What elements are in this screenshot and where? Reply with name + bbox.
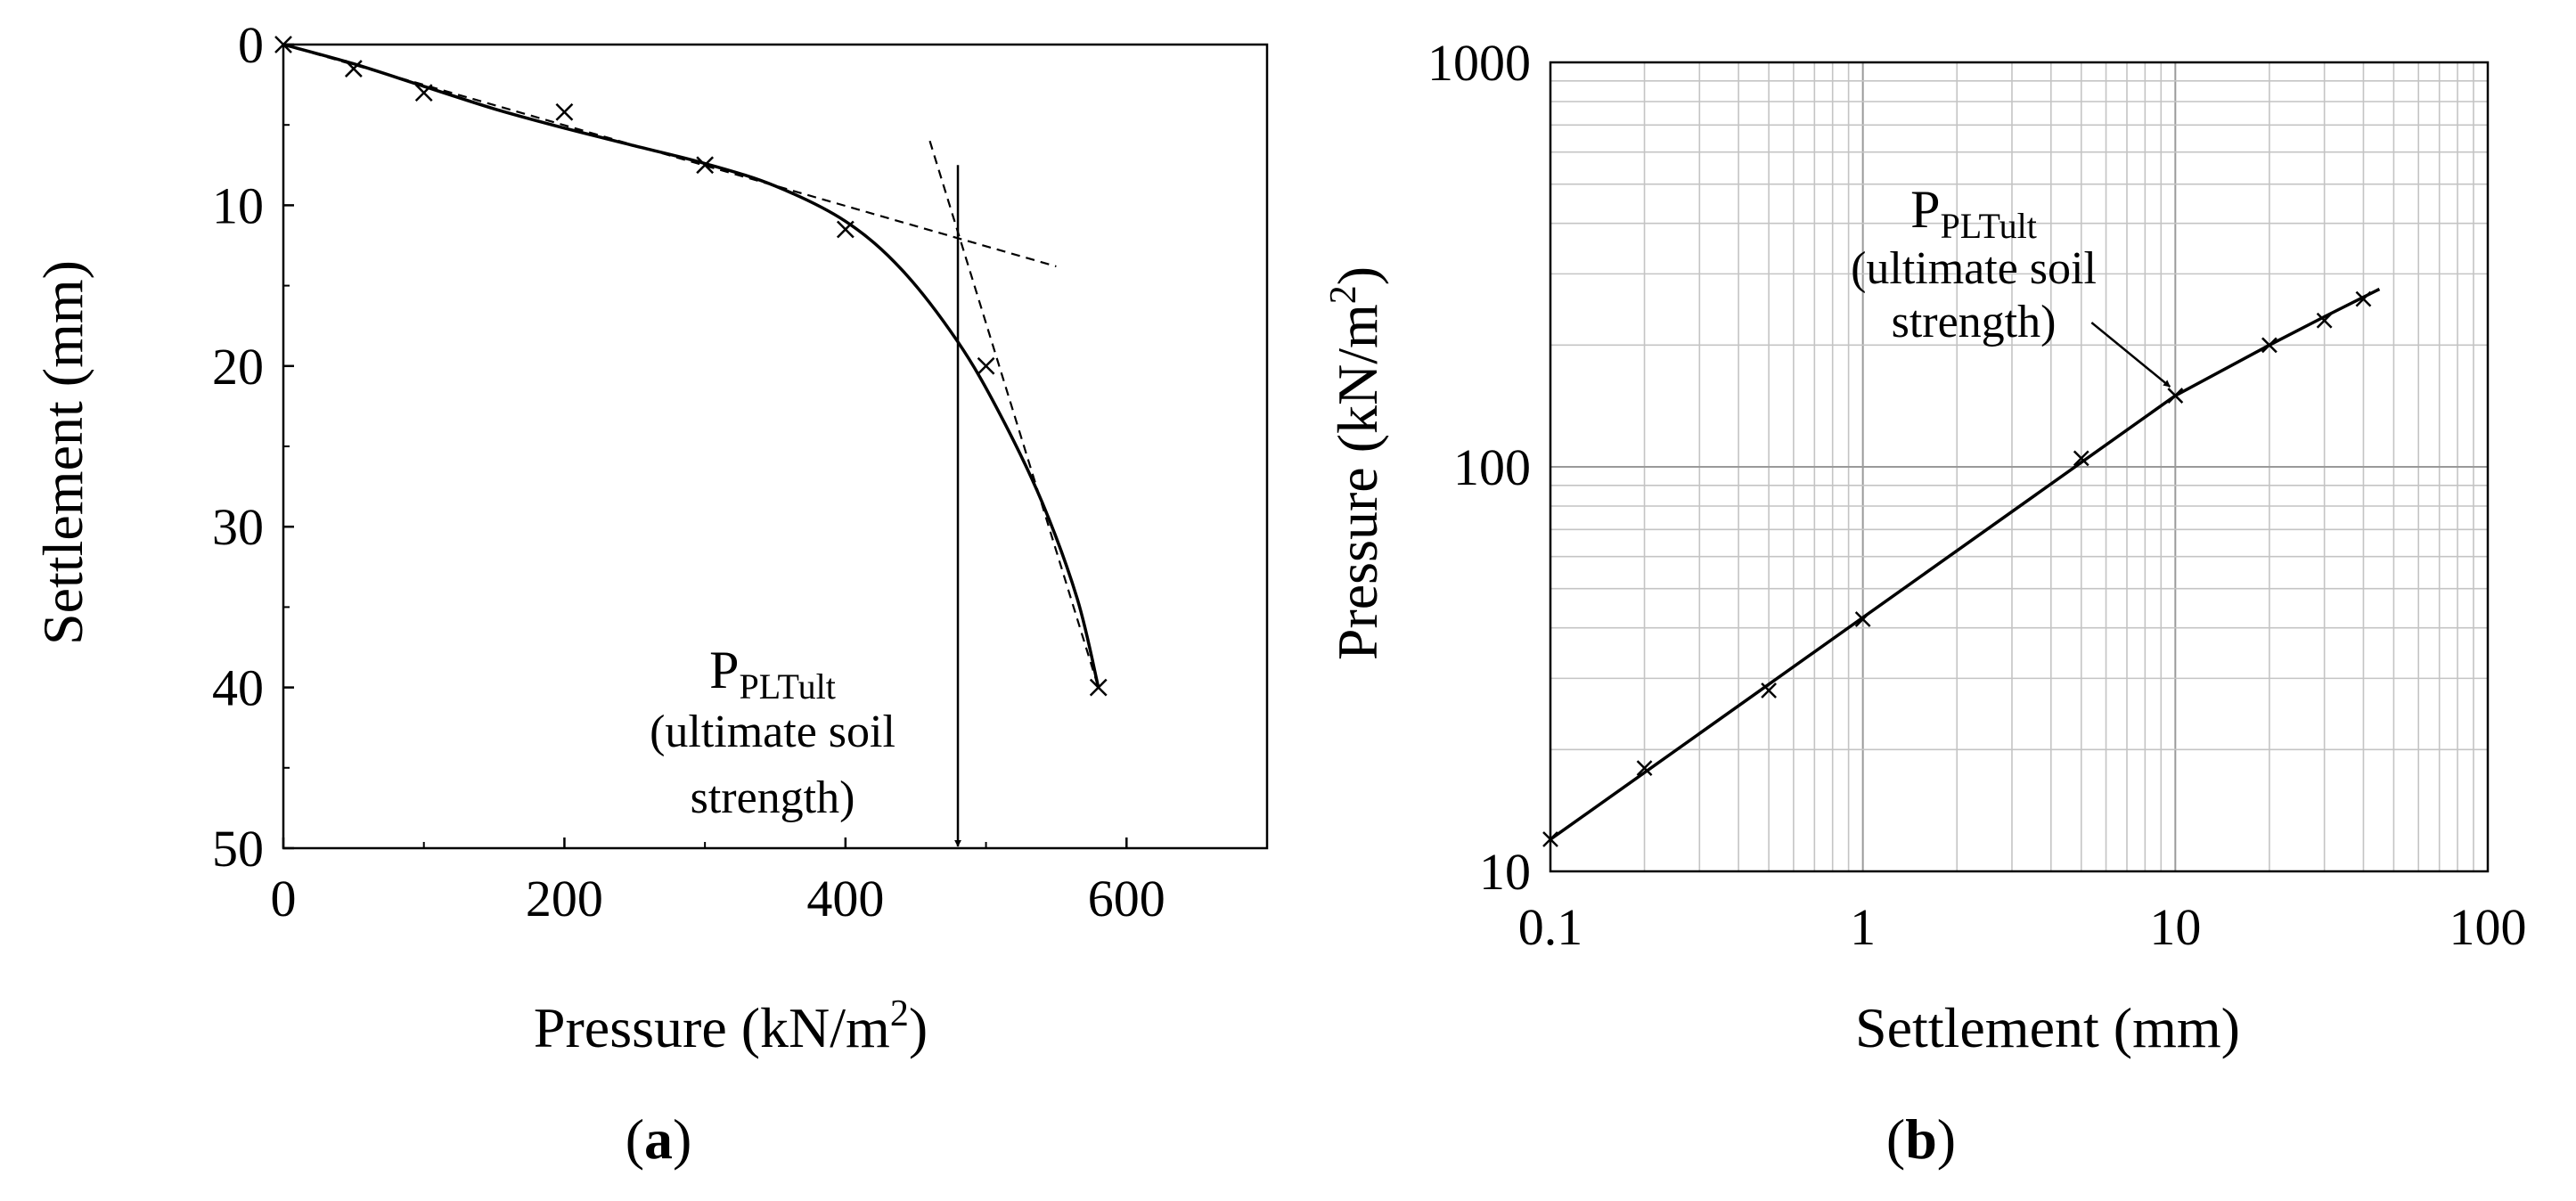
chart-a-ytick-label: 50 — [212, 820, 264, 878]
chart-a-point — [1089, 678, 1108, 697]
chart-b-point — [1636, 760, 1653, 776]
chart-a-ytick-label: 20 — [212, 338, 264, 396]
chart-b-curves — [1549, 287, 2381, 841]
chart-a-ytick-label: 10 — [212, 176, 264, 234]
chart-b-annotation: PPLTult (ultimate soil strength) — [1851, 180, 2097, 347]
chart-a-ytick-label: 40 — [212, 659, 264, 717]
chart-a-fit-curve — [282, 43, 1100, 689]
chart-b-point — [2316, 312, 2333, 329]
chart-a-xtick-label: 0 — [271, 870, 297, 927]
chart-a-point — [836, 220, 855, 239]
svg-text:PPLTult: PPLTult — [1910, 180, 2037, 246]
chart-a-xlabel: Pressure (kN/m2) — [534, 993, 928, 1059]
chart-b-point — [1854, 611, 1871, 627]
chart-b-fit-line — [1549, 287, 2381, 841]
chart-a-annotation: PPLTult (ultimate soil strength) — [650, 641, 895, 823]
chart-a-ylabel: Settlement (mm) — [31, 260, 94, 645]
chart-b-point — [1761, 682, 1777, 699]
svg-text:strength): strength) — [1892, 297, 2057, 347]
chart-a-point — [696, 156, 715, 175]
chart-b-xtick-label: 100 — [2449, 898, 2527, 956]
chart-b-ytick-label: 1000 — [1427, 34, 1531, 92]
chart-a-ytick-label: 30 — [212, 498, 264, 556]
chart-a-point — [977, 356, 995, 375]
svg-text:(ultimate soil: (ultimate soil — [650, 707, 895, 757]
chart-b-xtick-label: 10 — [2149, 898, 2201, 956]
chart-b-xtick-label: 0.1 — [1518, 898, 1583, 956]
chart-a-tangent-line — [282, 43, 1057, 268]
chart-b-point — [2355, 290, 2372, 307]
chart-a-tangent-line — [928, 140, 1100, 688]
chart-a-xtick-label: 200 — [526, 870, 603, 927]
chart-b-ultimate-arrow — [2090, 322, 2171, 388]
chart-a-panel-label: (a) — [626, 1107, 692, 1171]
chart-a-point — [344, 60, 363, 78]
chart-a-markers — [274, 36, 1108, 697]
chart-b-ylabel: Pressure (kN/m2) — [1323, 266, 1389, 660]
chart-a-plot-area — [282, 43, 1269, 850]
svg-text:(ultimate soil: (ultimate soil — [1851, 243, 2097, 294]
chart-b-plot-area — [1549, 61, 2490, 873]
chart-b: 0.1 1 10 100 10 100 1000 Pressure (kN/m2) Sett… — [1323, 34, 2527, 1171]
chart-b-gridlines — [1550, 62, 2488, 872]
chart-b-ytick-label: 100 — [1453, 438, 1531, 496]
chart-b-ytick-label: 10 — [1479, 843, 1531, 901]
chart-b-point — [2261, 337, 2278, 354]
chart-a-point — [555, 102, 574, 121]
chart-b-xlabel: Settlement (mm) — [1855, 996, 2240, 1059]
chart-a-xtick-label: 400 — [806, 870, 884, 927]
svg-text:PPLTult: PPLTult — [709, 641, 836, 707]
chart-b-point — [2073, 450, 2089, 467]
svg-text:strength): strength) — [691, 772, 855, 823]
chart-a-point — [414, 84, 433, 102]
chart-b-ticks: 0.1 1 10 100 10 100 1000 — [1427, 34, 2527, 956]
chart-a-curves — [282, 43, 1100, 847]
chart-a-xtick-label: 600 — [1088, 870, 1165, 927]
chart-a-ytick-label: 0 — [238, 16, 264, 74]
chart-b-xtick-label: 1 — [1850, 898, 1876, 956]
chart-b-point — [2167, 388, 2184, 404]
chart-b-panel-label: (b) — [1886, 1107, 1956, 1171]
